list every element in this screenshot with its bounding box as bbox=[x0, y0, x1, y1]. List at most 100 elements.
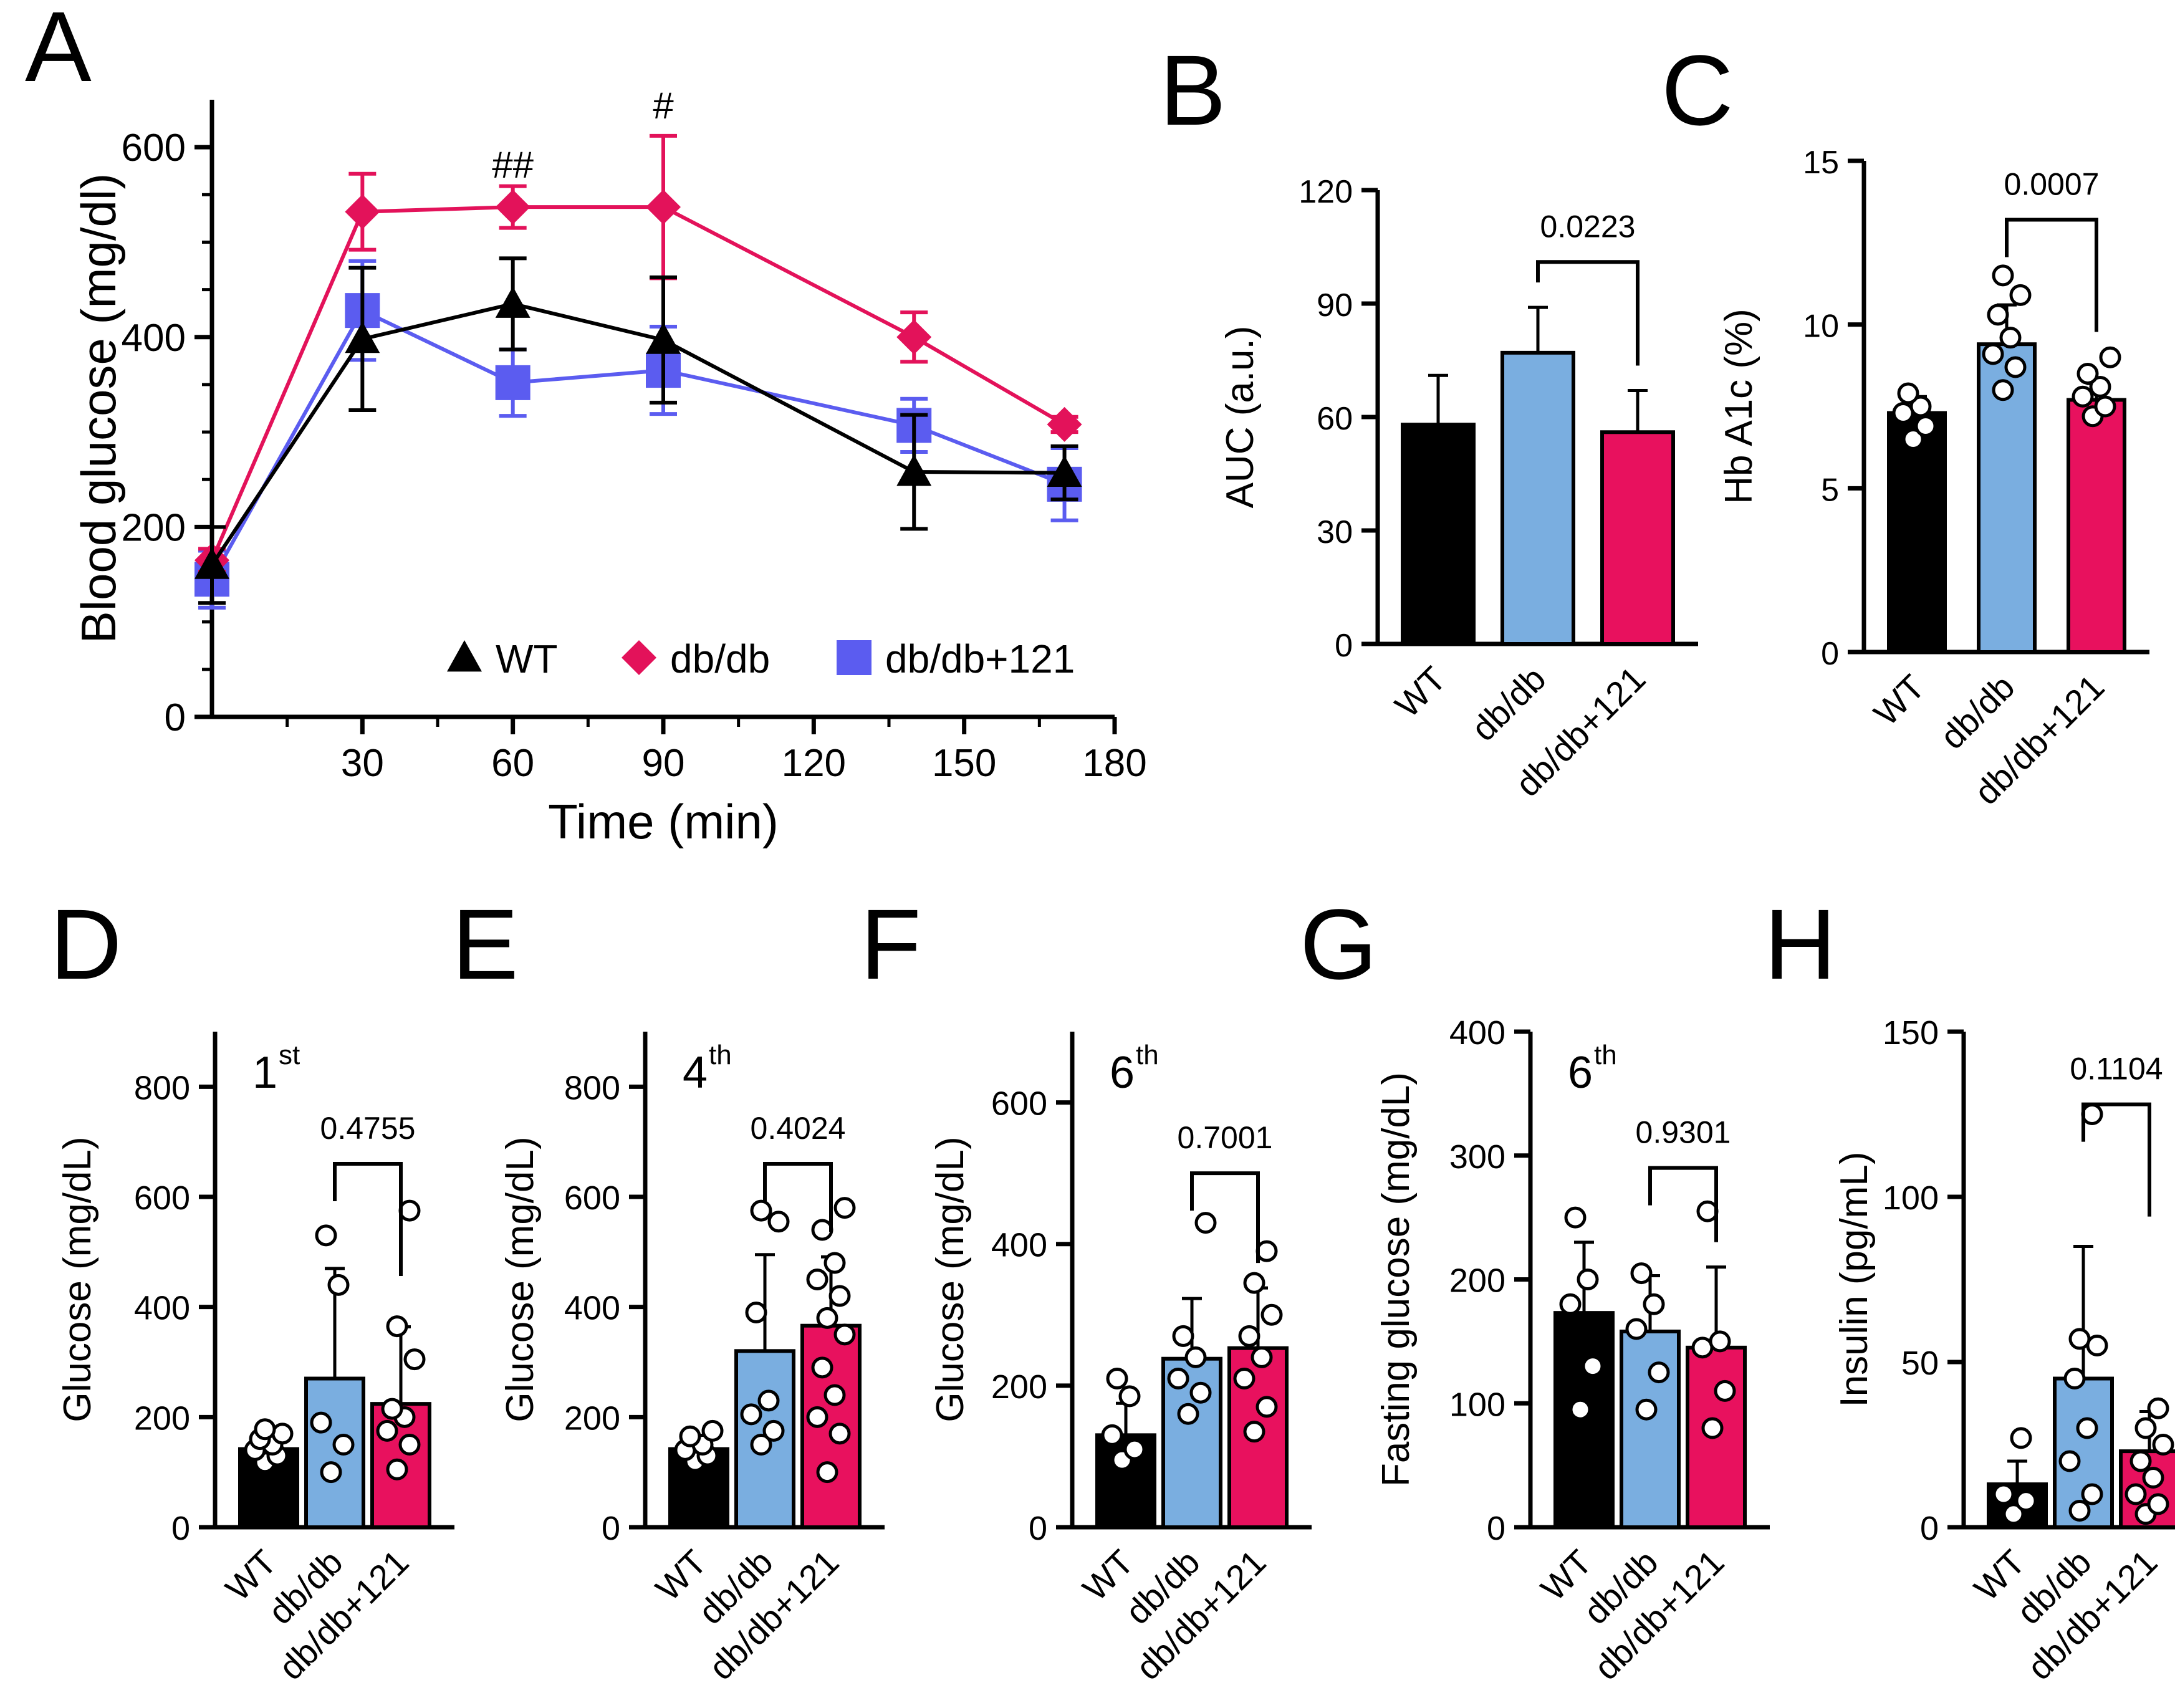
panel-f-bracket bbox=[1190, 1171, 1260, 1264]
panel-e-y-tick-label: 0 bbox=[602, 1510, 620, 1547]
panel-h-data-point bbox=[2015, 1490, 2037, 1512]
panel-f-data-point bbox=[1256, 1396, 1278, 1418]
panel-e-data-point bbox=[767, 1211, 790, 1233]
panel-d-y-tick-label: 600 bbox=[134, 1179, 190, 1217]
panel-e-data-point bbox=[806, 1269, 828, 1290]
panel-g-annotation: 6 bbox=[1568, 1048, 1593, 1098]
panel-h-y-tick-label: 150 bbox=[1883, 1014, 1939, 1052]
panel-g-data-point bbox=[1648, 1361, 1670, 1384]
panel-h-data-point bbox=[2081, 1483, 2103, 1505]
panel-c-data-point bbox=[1992, 264, 2014, 287]
panel-f-y-tick-label: 600 bbox=[991, 1085, 1047, 1123]
panel-b-bar bbox=[1401, 423, 1476, 646]
panel-f-data-point bbox=[1118, 1385, 1141, 1408]
panel-f-pvalue-label: 0.7001 bbox=[1178, 1120, 1273, 1155]
panel-f-data-point bbox=[1167, 1368, 1189, 1389]
panel-f-y-label: Glucose (mg/dL) bbox=[929, 1136, 972, 1422]
panel-a-x-tick-label: 30 bbox=[341, 742, 384, 785]
panel-h-data-point bbox=[2068, 1328, 2091, 1350]
panel-f-y-tick-label: 200 bbox=[991, 1368, 1047, 1406]
panel-a-x-tick-label: 180 bbox=[1082, 742, 1146, 785]
panel-f-data-point bbox=[1260, 1303, 1283, 1326]
panel-h-data-point bbox=[2152, 1434, 2174, 1456]
panel-c-y-label: Hb A1c (%) bbox=[1717, 309, 1760, 504]
panel-f-data-point bbox=[1106, 1368, 1128, 1389]
panel-g-data-point bbox=[1625, 1318, 1648, 1340]
panel-h-data-point bbox=[1992, 1483, 2015, 1505]
panel-e-data-point bbox=[750, 1434, 772, 1456]
panel-h-bracket bbox=[2081, 1102, 2151, 1217]
panel-h-data-point bbox=[2134, 1417, 2157, 1439]
panel-a-point-db-db bbox=[646, 190, 681, 225]
panel-d-bracket bbox=[333, 1162, 403, 1276]
panel-e-data-point bbox=[762, 1419, 785, 1442]
panel-h-data-point bbox=[2147, 1397, 2169, 1419]
panel-a-line-wt bbox=[210, 302, 1065, 566]
panel-f-data-point bbox=[1177, 1403, 1199, 1425]
panel-a-point-db-db-121 bbox=[495, 365, 531, 400]
panel-c-data-point bbox=[2072, 385, 2094, 408]
panel-e-data-point bbox=[757, 1389, 780, 1412]
panel-f-data-point bbox=[1243, 1272, 1265, 1294]
panel-b-y-label: AUC (a.u.) bbox=[1219, 326, 1262, 509]
panel-d-y-tick-label: 800 bbox=[134, 1069, 190, 1106]
panel-g-data-point bbox=[1564, 1206, 1587, 1229]
panel-b-bracket bbox=[1536, 260, 1640, 366]
panel-d-data-point bbox=[327, 1274, 350, 1296]
panel-c-bracket bbox=[2005, 218, 2098, 332]
panel-f-data-point bbox=[1238, 1325, 1260, 1347]
panel-a-y-label: Blood glucose (mg/dl) bbox=[71, 173, 126, 643]
panel-c-data-point bbox=[1999, 327, 2022, 349]
panel-e-y-tick-label: 600 bbox=[564, 1179, 620, 1217]
panel-c-pvalue-label: 0.0007 bbox=[2004, 167, 2100, 202]
panel-c-y-tick-label: 5 bbox=[1821, 472, 1839, 508]
panel-a-legend-label-db-db: db/db bbox=[670, 636, 770, 681]
panel-d-data-point bbox=[403, 1348, 426, 1371]
panel-h-pvalue-label: 0.1104 bbox=[2070, 1052, 2163, 1087]
panel-g-data-point bbox=[1691, 1336, 1714, 1359]
panel-c-data-point bbox=[2077, 362, 2099, 385]
panel-b-pvalue-label: 0.0223 bbox=[1540, 209, 1636, 244]
panel-a-point-wt bbox=[495, 286, 531, 318]
panel-a-y-tick-label: 200 bbox=[122, 506, 186, 549]
panel-h-y-label: Insulin (pg/mL) bbox=[1833, 1151, 1876, 1407]
panel-e-y-tick-label: 400 bbox=[564, 1290, 620, 1327]
panel-letter-d: D bbox=[50, 888, 122, 1000]
panel-b-x-tick-label: WT bbox=[1387, 659, 1453, 725]
panel-a-point-wt bbox=[194, 547, 229, 579]
panel-e-bracket bbox=[763, 1162, 833, 1232]
panel-letter-c: C bbox=[1661, 34, 1734, 146]
panel-d-data-point bbox=[376, 1419, 398, 1442]
panel-g-y-tick-label: 300 bbox=[1449, 1138, 1505, 1176]
panel-c-y-tick-label: 10 bbox=[1803, 309, 1839, 345]
panel-f-data-point bbox=[1189, 1381, 1212, 1404]
panel-a-x-tick-label: 60 bbox=[491, 742, 534, 785]
panel-f-data-point bbox=[1172, 1325, 1194, 1347]
panel-d-data-point bbox=[386, 1458, 408, 1480]
panel-f-data-point bbox=[1101, 1424, 1123, 1446]
panel-b-y-tick-label: 120 bbox=[1299, 174, 1353, 210]
panel-c-data-point bbox=[2089, 375, 2111, 398]
panel-f-data-point bbox=[1251, 1346, 1273, 1368]
panel-c-y-tick-label: 0 bbox=[1821, 636, 1839, 672]
panel-e-data-point bbox=[833, 1197, 856, 1219]
panel-d-data-point bbox=[398, 1434, 421, 1456]
panel-f-data-point bbox=[1123, 1438, 1146, 1461]
panel-c-data-point bbox=[2009, 284, 2032, 306]
panel-a-point-wt bbox=[896, 454, 932, 486]
panel-c-data-point bbox=[1987, 304, 2009, 326]
panel-c-data-point bbox=[1897, 382, 1919, 405]
panel-a-legend-marker-wt bbox=[447, 640, 482, 672]
panel-h-data-point bbox=[2002, 1503, 2025, 1525]
panel-g-data-point bbox=[1709, 1330, 1731, 1353]
panel-b-y-tick-label: 90 bbox=[1317, 287, 1353, 324]
panel-e-pvalue-label: 0.4024 bbox=[751, 1111, 846, 1146]
panel-f-data-point bbox=[1184, 1346, 1207, 1368]
panel-letter-h: H bbox=[1764, 888, 1837, 1000]
panel-a-significance-label: ## bbox=[492, 144, 534, 186]
panel-e-y-tick-label: 800 bbox=[564, 1069, 620, 1106]
panel-a-point-db-db bbox=[896, 319, 932, 355]
panel-e-data-point bbox=[816, 1307, 838, 1329]
panel-c-data-point bbox=[1914, 415, 1937, 438]
